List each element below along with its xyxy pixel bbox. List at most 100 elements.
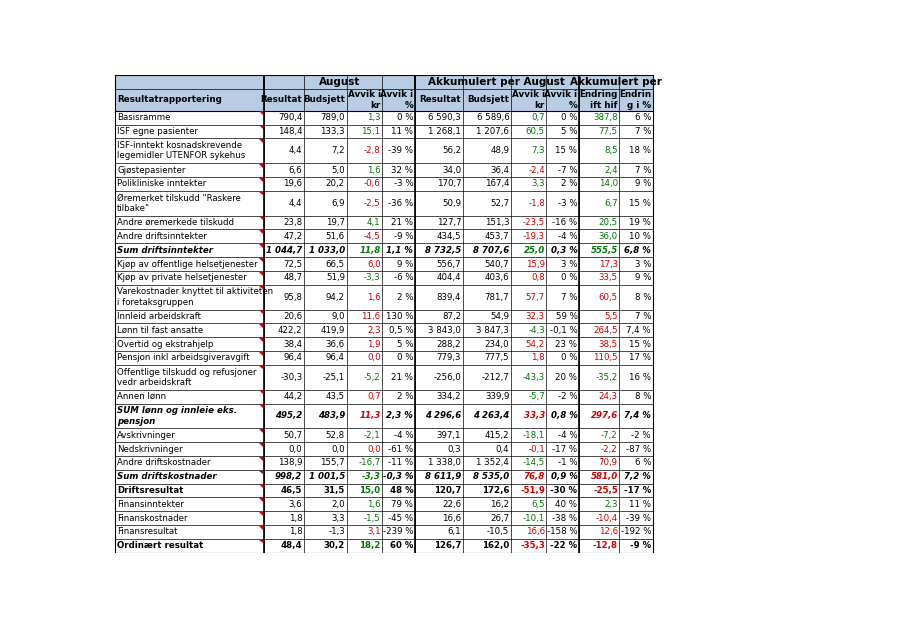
Bar [115, 351, 652, 365]
Polygon shape [259, 125, 263, 129]
Text: Ordinært resultat: Ordinært resultat [117, 542, 203, 550]
Text: -22 %: -22 % [550, 542, 577, 550]
Text: 264,5: 264,5 [593, 326, 618, 335]
Polygon shape [259, 498, 263, 502]
Text: 1,1 %: 1,1 % [386, 246, 413, 255]
Text: 0,9 %: 0,9 % [551, 472, 577, 481]
Text: -2,5: -2,5 [364, 199, 381, 208]
Bar [115, 484, 652, 497]
Text: 18 %: 18 % [629, 147, 651, 155]
Text: 94,2: 94,2 [326, 292, 345, 302]
Text: 11,3: 11,3 [360, 412, 381, 420]
Text: 60,5: 60,5 [525, 127, 545, 136]
Text: 0,3: 0,3 [448, 445, 461, 453]
Bar [579, 89, 620, 111]
Text: 2,4: 2,4 [604, 166, 618, 175]
Text: -10,5: -10,5 [487, 527, 509, 537]
Text: 2,3: 2,3 [604, 500, 618, 509]
Text: 31,5: 31,5 [323, 486, 345, 495]
Text: 0 %: 0 % [397, 353, 413, 363]
Text: 1,6: 1,6 [367, 292, 381, 302]
Bar [115, 428, 652, 442]
Text: 339,9: 339,9 [485, 392, 509, 401]
Text: -4 %: -4 % [558, 431, 577, 440]
Text: 777,5: 777,5 [485, 353, 509, 363]
Text: 3,1: 3,1 [367, 527, 381, 537]
Polygon shape [259, 443, 263, 447]
Text: 120,7: 120,7 [434, 486, 461, 495]
Text: 7 %: 7 % [634, 127, 651, 136]
Text: 0,8: 0,8 [531, 273, 545, 283]
Text: 21 %: 21 % [391, 373, 413, 382]
Text: 33,5: 33,5 [599, 273, 618, 283]
Bar [115, 390, 652, 404]
Text: 4,4: 4,4 [289, 199, 303, 208]
Text: 60,5: 60,5 [599, 292, 618, 302]
Text: 15,1: 15,1 [361, 127, 381, 136]
Text: -7,2: -7,2 [601, 431, 618, 440]
Text: 6,6: 6,6 [289, 166, 303, 175]
Text: -2 %: -2 % [558, 392, 577, 401]
Text: Nedskrivninger: Nedskrivninger [117, 445, 183, 453]
Text: 9 %: 9 % [397, 260, 413, 268]
Text: 151,3: 151,3 [485, 218, 509, 227]
Text: -36 %: -36 % [388, 199, 413, 208]
Text: 20,6: 20,6 [284, 312, 303, 321]
Text: 9 %: 9 % [635, 273, 651, 283]
Text: Avskrivninger: Avskrivninger [117, 431, 176, 440]
Text: 17 %: 17 % [629, 353, 651, 363]
Bar [115, 138, 652, 163]
Text: 44,2: 44,2 [284, 392, 303, 401]
Text: 76,8: 76,8 [524, 472, 545, 481]
Text: -3 %: -3 % [558, 199, 577, 208]
Bar [115, 75, 652, 89]
Text: -5,2: -5,2 [364, 373, 381, 382]
Text: -30 %: -30 % [551, 486, 577, 495]
Text: 48 %: 48 % [390, 486, 413, 495]
Text: 495,2: 495,2 [275, 412, 303, 420]
Polygon shape [259, 352, 263, 356]
Polygon shape [259, 457, 263, 461]
Text: 19,7: 19,7 [326, 218, 345, 227]
Text: Varekostnader knyttet til aktiviteten
i foretaksgruppen: Varekostnader knyttet til aktiviteten i … [117, 288, 274, 307]
Polygon shape [259, 286, 263, 289]
Text: 54,2: 54,2 [525, 340, 545, 348]
Text: -45 %: -45 % [388, 514, 413, 523]
Text: -61 %: -61 % [388, 445, 413, 453]
Text: -87 %: -87 % [626, 445, 651, 453]
Text: 8 707,6: 8 707,6 [473, 246, 509, 255]
Text: -2,1: -2,1 [364, 431, 381, 440]
Text: -10,1: -10,1 [523, 514, 545, 523]
Polygon shape [259, 484, 263, 488]
Text: 9,0: 9,0 [332, 312, 345, 321]
Text: -14,5: -14,5 [523, 458, 545, 468]
Polygon shape [259, 112, 263, 116]
Text: 0 %: 0 % [561, 353, 577, 363]
Text: 87,2: 87,2 [442, 312, 461, 321]
Text: 66,5: 66,5 [326, 260, 345, 268]
Text: 0,4: 0,4 [496, 445, 509, 453]
Text: 138,9: 138,9 [278, 458, 303, 468]
Text: 397,1: 397,1 [437, 431, 461, 440]
Text: -43,3: -43,3 [523, 373, 545, 382]
Text: 4,4: 4,4 [289, 147, 303, 155]
Text: 8 535,0: 8 535,0 [473, 472, 509, 481]
Text: 5,0: 5,0 [332, 166, 345, 175]
Bar [620, 89, 652, 111]
Text: 48,7: 48,7 [284, 273, 303, 283]
Text: Andre driftskostnader: Andre driftskostnader [117, 458, 210, 468]
Text: 334,2: 334,2 [437, 392, 461, 401]
Text: 17,3: 17,3 [599, 260, 618, 268]
Polygon shape [259, 310, 263, 314]
Text: -192 %: -192 % [621, 527, 651, 537]
Text: -1,8: -1,8 [528, 199, 545, 208]
Text: 297,6: 297,6 [591, 412, 618, 420]
Bar [115, 230, 652, 243]
Text: -2,8: -2,8 [364, 147, 381, 155]
Text: -9 %: -9 % [394, 232, 413, 241]
Polygon shape [259, 258, 263, 261]
Bar [463, 89, 511, 111]
Text: 47,2: 47,2 [284, 232, 303, 241]
Text: 403,6: 403,6 [485, 273, 509, 283]
Text: 38,4: 38,4 [284, 340, 303, 348]
